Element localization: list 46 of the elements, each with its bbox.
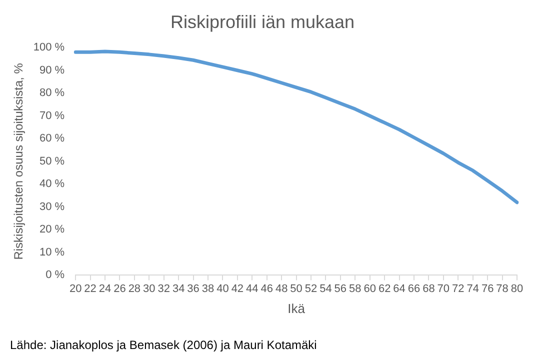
- x-tick-label: 44: [246, 282, 258, 295]
- x-tick-label: 36: [187, 282, 200, 295]
- x-tick-label: 38: [202, 282, 214, 295]
- x-axis-title: Ikä: [288, 300, 306, 316]
- y-tick-label: 40 %: [40, 178, 65, 190]
- x-tick-label: 66: [408, 282, 420, 295]
- chart-title: Riskiprofiili iän mukaan: [170, 12, 355, 32]
- x-tick-label: 56: [334, 282, 347, 295]
- text: Lähde: Jianakoplos ja Bemasek (2006) ja Mauri Kotamäki: [10, 338, 317, 352]
- x-tick-label: 76: [481, 282, 494, 295]
- x-tick-label: 28: [128, 282, 141, 295]
- y-tick-label: 20 %: [40, 224, 65, 236]
- x-tick-label: 24: [98, 282, 112, 295]
- x-tick-label: 72: [452, 282, 464, 295]
- x-tick-label: 74: [466, 282, 479, 295]
- x-tick-label: 30: [143, 282, 156, 295]
- x-tick-label: 48: [275, 282, 288, 295]
- x-tick-label: 46: [260, 282, 273, 295]
- x-tick-label: 58: [349, 282, 362, 295]
- y-tick-label: 10 %: [40, 246, 65, 258]
- y-tick-label: 60 %: [40, 132, 65, 145]
- y-axis-title: Riskisijoitusten osuus sijoituksista, %: [12, 62, 26, 260]
- y-tick-label: 30 %: [40, 200, 65, 213]
- x-tick-label: 42: [231, 282, 244, 295]
- x-tick-label: 68: [422, 282, 435, 295]
- y-tick-label: 80 %: [40, 87, 65, 100]
- x-tick-label: 80: [510, 282, 524, 295]
- x-tick-label: 78: [496, 282, 508, 295]
- x-tick-label: 64: [393, 282, 406, 295]
- y-tick-label: 70 %: [40, 110, 65, 122]
- y-tick-label: 0 %: [46, 269, 65, 282]
- x-tick-label: 52: [304, 282, 318, 295]
- y-tick-label: 90 %: [40, 64, 65, 76]
- x-tick-label: 20: [69, 282, 82, 295]
- x-tick-label: 60: [364, 282, 376, 295]
- y-tick-label: 100 %: [33, 42, 65, 54]
- x-tick-label: 26: [114, 282, 126, 295]
- x-tick-label: 70: [437, 282, 450, 295]
- x-tick-label: 22: [84, 282, 96, 295]
- x-tick-label: 34: [172, 282, 185, 295]
- y-tick-label: 50 %: [40, 155, 65, 168]
- x-tick-label: 32: [158, 282, 170, 295]
- x-tick-label: 40: [216, 282, 229, 295]
- x-tick-label: 54: [320, 282, 332, 295]
- x-tick-label: 62: [378, 282, 391, 295]
- x-tick-label: 50: [290, 282, 302, 295]
